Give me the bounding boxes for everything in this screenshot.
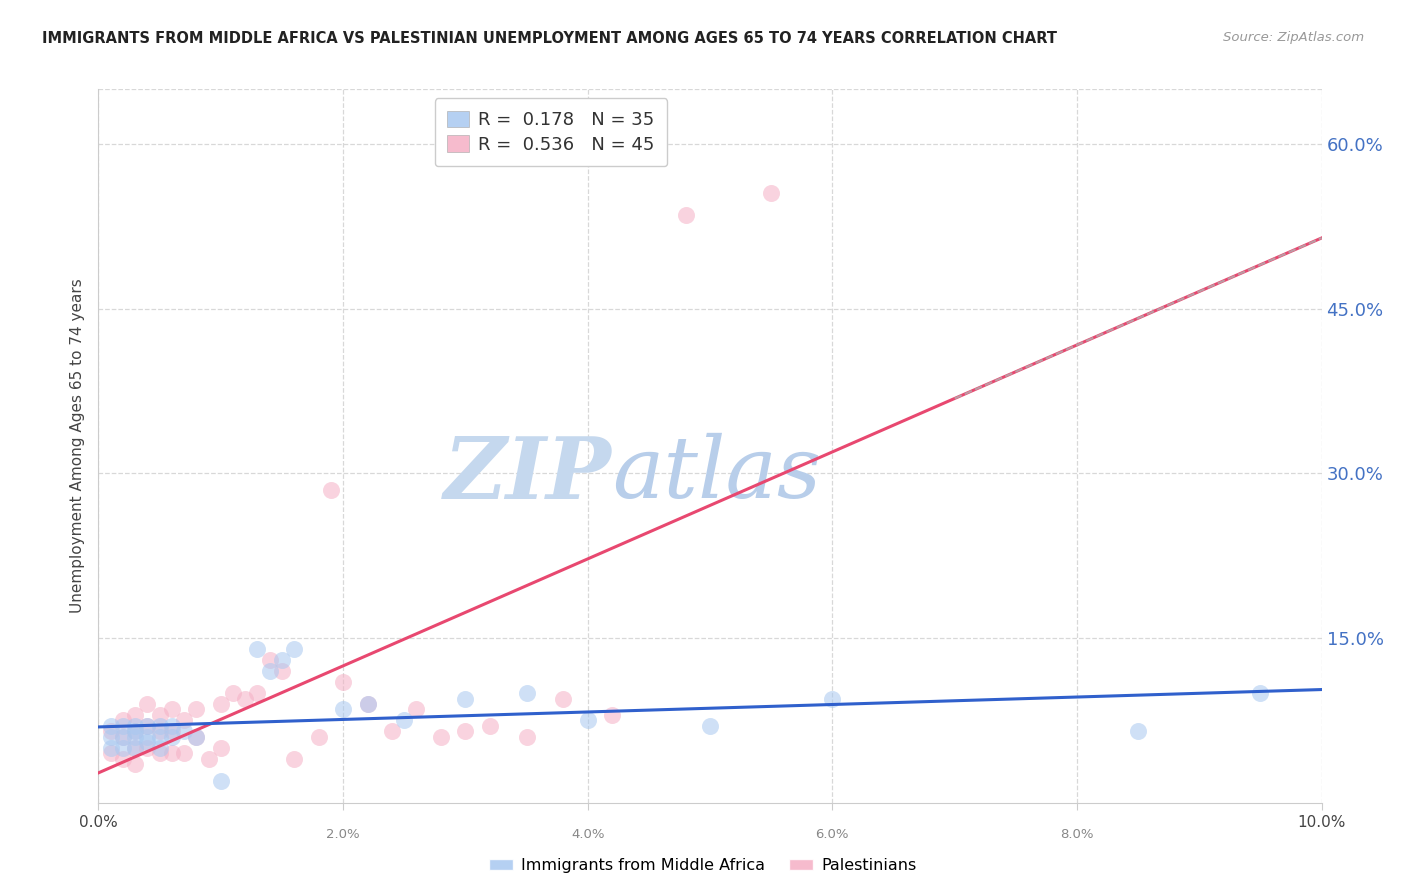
Point: [186, 730, 208, 744]
Point: [186, 730, 208, 744]
Point: [270, 653, 292, 667]
Point: [100, 719, 122, 733]
Point: [332, 702, 354, 716]
Point: [124, 757, 146, 772]
Point: [197, 752, 219, 766]
Point: [600, 708, 623, 723]
Point: [149, 708, 172, 723]
Point: [111, 730, 134, 744]
Point: [100, 740, 122, 755]
Point: [222, 686, 245, 700]
Point: [186, 702, 208, 716]
Point: [270, 664, 292, 678]
Point: [356, 697, 378, 711]
Point: [111, 752, 134, 766]
Y-axis label: Unemployment Among Ages 65 to 74 years: Unemployment Among Ages 65 to 74 years: [69, 278, 84, 614]
Text: ZIP: ZIP: [444, 433, 612, 516]
Text: IMMIGRANTS FROM MIDDLE AFRICA VS PALESTINIAN UNEMPLOYMENT AMONG AGES 65 TO 74 YE: IMMIGRANTS FROM MIDDLE AFRICA VS PALESTI…: [42, 31, 1057, 46]
Point: [454, 724, 477, 739]
Point: [332, 675, 354, 690]
Text: 8.0%: 8.0%: [1060, 828, 1094, 841]
Point: [124, 740, 146, 755]
Point: [209, 697, 232, 711]
Point: [392, 714, 416, 728]
Text: atlas: atlas: [612, 434, 821, 516]
Point: [516, 686, 538, 700]
Point: [160, 724, 183, 739]
Point: [454, 691, 477, 706]
Point: [173, 724, 195, 739]
Point: [111, 730, 134, 744]
Point: [136, 697, 159, 711]
Point: [149, 724, 172, 739]
Point: [136, 719, 159, 733]
Point: [124, 730, 146, 744]
Point: [111, 719, 134, 733]
Point: [516, 730, 538, 744]
Point: [100, 730, 122, 744]
Point: [160, 702, 183, 716]
Point: [111, 714, 134, 728]
Point: [124, 708, 146, 723]
Point: [124, 740, 146, 755]
Point: [173, 747, 195, 761]
Point: [136, 730, 159, 744]
Point: [209, 773, 232, 788]
Point: [553, 691, 575, 706]
Point: [259, 664, 281, 678]
Point: [209, 740, 232, 755]
Point: [136, 719, 159, 733]
Point: [124, 719, 146, 733]
Point: [160, 730, 183, 744]
Point: [124, 724, 146, 739]
Point: [149, 719, 172, 733]
Point: [405, 702, 427, 716]
Legend: Immigrants from Middle Africa, Palestinians: Immigrants from Middle Africa, Palestini…: [484, 852, 922, 880]
Point: [699, 719, 721, 733]
Point: [381, 724, 404, 739]
Point: [821, 691, 844, 706]
Point: [283, 642, 305, 657]
Point: [259, 653, 281, 667]
Point: [576, 714, 599, 728]
Point: [246, 686, 269, 700]
Point: [173, 714, 195, 728]
Point: [149, 740, 172, 755]
Point: [1249, 686, 1271, 700]
Point: [1128, 724, 1150, 739]
Legend: R =  0.178   N = 35, R =  0.536   N = 45: R = 0.178 N = 35, R = 0.536 N = 45: [434, 98, 668, 166]
Point: [160, 747, 183, 761]
Point: [136, 735, 159, 749]
Point: [149, 730, 172, 744]
Point: [124, 724, 146, 739]
Point: [759, 186, 782, 201]
Point: [100, 747, 122, 761]
Text: 6.0%: 6.0%: [815, 828, 849, 841]
Point: [319, 483, 342, 497]
Point: [430, 730, 453, 744]
Point: [233, 691, 256, 706]
Text: Source: ZipAtlas.com: Source: ZipAtlas.com: [1223, 31, 1364, 45]
Point: [149, 747, 172, 761]
Point: [478, 719, 501, 733]
Point: [160, 719, 183, 733]
Point: [100, 724, 122, 739]
Point: [356, 697, 378, 711]
Point: [283, 752, 305, 766]
Text: 4.0%: 4.0%: [571, 828, 605, 841]
Text: 2.0%: 2.0%: [326, 828, 360, 841]
Point: [111, 740, 134, 755]
Point: [246, 642, 269, 657]
Point: [675, 209, 697, 223]
Point: [136, 740, 159, 755]
Point: [308, 730, 330, 744]
